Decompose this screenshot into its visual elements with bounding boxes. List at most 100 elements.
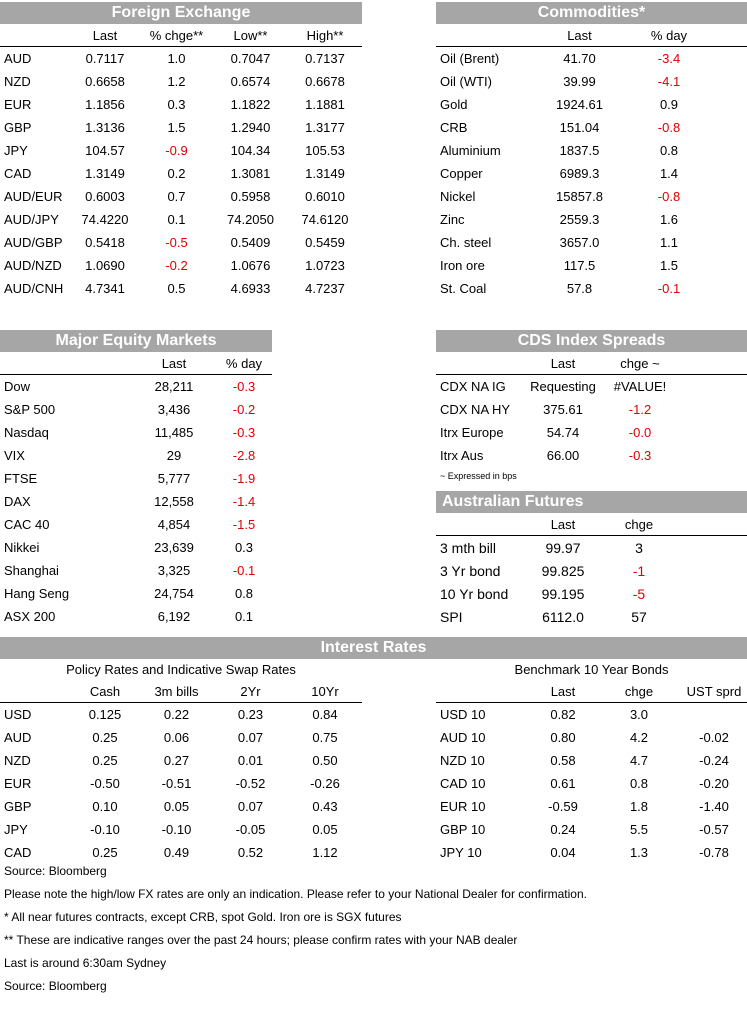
cell-value: 23,639: [154, 540, 194, 555]
cell-value: -1.40: [699, 799, 729, 814]
table-row: CAC 40 4,854 -1.5: [0, 513, 272, 536]
table-row: Oil (Brent) 41.70 -3.4: [436, 47, 747, 71]
column-header: chge: [624, 516, 654, 532]
row-label: 3 Yr bond: [440, 562, 501, 579]
cell-value: 0.49: [163, 845, 190, 860]
row-label: Gold: [440, 97, 468, 112]
table-row: EUR 1.1856 0.3 1.1822 1.1881: [0, 93, 362, 116]
row-label: AUD/CNH: [4, 281, 64, 296]
row-label: AUD/NZD: [4, 258, 62, 273]
cell-value: 0.5: [167, 281, 186, 296]
futures-table: Last chge 3 mth bill 99.97 3 3 Yr bond 99.825…: [436, 513, 747, 628]
cell-value: -1.2: [628, 402, 652, 417]
row-label: JPY 10: [440, 845, 482, 860]
cell-spacer: [683, 444, 747, 467]
cell-spacer: [711, 116, 747, 139]
cell-value: 0.7047: [230, 51, 271, 66]
cell-value: 1.1: [659, 235, 679, 250]
table-row: DAX 12,558 -1.4: [0, 490, 272, 513]
cell-value: 0.6658: [85, 74, 125, 89]
row-label: GBP: [4, 799, 32, 814]
row-label: AUD: [4, 51, 32, 66]
cell-value: 0.50: [312, 753, 338, 768]
table-row: St. Coal 57.8 -0.1: [436, 277, 747, 300]
column-header: 10Yr: [311, 683, 339, 699]
fx-table: Last% chge** Low** High** AUD 0.7117 1.0 0.70…: [0, 24, 362, 300]
table-row: CDX NA HY 375.61 -1.2: [436, 398, 747, 421]
column-header: % day: [225, 355, 263, 371]
row-label: St. Coal: [440, 281, 487, 296]
cell-value: 0.07: [237, 730, 264, 745]
table-row: Ch. steel 3657.0 1.1: [436, 231, 747, 254]
cell-value: 66.00: [546, 448, 580, 463]
note-source-1: Source: Bloomberg: [4, 864, 107, 878]
cell-value: -0.10: [161, 822, 192, 837]
row-label: CDX NA HY: [440, 402, 511, 417]
column-header: chge: [624, 683, 654, 699]
row-label: CRB: [440, 120, 468, 135]
cell-value: -0.78: [699, 845, 729, 860]
column-header: [0, 352, 132, 375]
cell-value: -0.2: [165, 258, 188, 273]
table-row: VIX 29 -2.8: [0, 444, 272, 467]
cds-title: CDS Index Spreads: [436, 330, 747, 352]
row-label: JPY: [4, 143, 28, 158]
table-row: Oil (WTI) 39.99 -4.1: [436, 70, 747, 93]
table-row: EUR 10 -0.59 1.8 -1.40: [436, 795, 747, 818]
row-label: Iron ore: [440, 258, 485, 273]
table-row: 3 Yr bond 99.825 -1: [436, 559, 747, 582]
cell-value: 28,211: [154, 379, 194, 394]
cell-value: 1.3177: [305, 120, 345, 135]
fx-panel: Foreign Exchange Last % chge** Low** High**…: [0, 2, 362, 300]
table-row: USD 10 0.82 3.0: [436, 703, 747, 727]
cell-value: -0.57: [699, 822, 729, 837]
cell-value: 105.53: [305, 143, 345, 158]
table-row: EUR -0.50 -0.51 -0.52 -0.26: [0, 772, 362, 795]
cell-value: -3.4: [657, 51, 681, 66]
row-label: GBP 10: [440, 822, 486, 837]
row-label: NZD 10: [440, 753, 485, 768]
cell-value: 0.25: [92, 730, 118, 745]
cell-value: 0.7137: [305, 51, 345, 66]
row-label: 3 mth bill: [440, 539, 497, 556]
note-source-2: Source: Bloomberg: [4, 979, 107, 993]
cell-value: 74.2050: [227, 212, 274, 227]
table-row: Shanghai 3,325 -0.1: [0, 559, 272, 582]
row-label: SPI: [440, 608, 463, 625]
table-row: Copper 6989.3 1.4: [436, 162, 747, 185]
cell-value: -0.59: [548, 799, 578, 814]
column-spacer: [711, 24, 747, 47]
row-label: Hang Seng: [4, 586, 70, 601]
table-row: JPY -0.10 -0.10 -0.05 0.05: [0, 818, 362, 841]
cell-value: 0.7117: [85, 51, 125, 66]
cell-value: 4.2: [629, 730, 649, 745]
cell-value: -0.50: [90, 776, 120, 791]
row-label: Itrx Europe: [440, 425, 504, 440]
cell-spacer: [711, 162, 747, 185]
cell-value: 0.22: [163, 707, 190, 722]
column-header: Low**: [233, 27, 268, 43]
cell-value: 0.8: [659, 143, 679, 158]
cell-value: 74.6120: [301, 212, 349, 227]
cell-value: 1.3081: [230, 166, 271, 181]
table-row: JPY 104.57 -0.9 104.34 105.53: [0, 139, 362, 162]
bonds-panel: Benchmark 10 Year Bonds Last chge UST sprd…: [436, 660, 747, 864]
cell-value: 15857.8: [556, 189, 603, 204]
cell-spacer: [711, 277, 747, 300]
cell-value: -0.3: [628, 448, 652, 463]
table-row: Itrx Europe 54.74 -0.0: [436, 421, 747, 444]
column-spacer: [683, 352, 747, 375]
cell-value: 1.3149: [305, 166, 345, 181]
table-row: AUD/NZD 1.0690 -0.2 1.0676 1.0723: [0, 254, 362, 277]
row-label: NZD: [4, 74, 31, 89]
cell-value: -1.4: [232, 494, 256, 509]
cell-value: 1.3: [629, 845, 649, 860]
table-row: Nickel 15857.8 -0.8: [436, 185, 747, 208]
header-row: Cash 3m bills 2Yr 10Yr: [0, 680, 362, 703]
cell-value: 4,854: [157, 517, 191, 532]
row-label: Zinc: [440, 212, 465, 227]
cell-value: 0.3: [167, 97, 186, 112]
table-row: USD 0.125 0.22 0.23 0.84: [0, 703, 362, 727]
note-ranges: ** These are indicative ranges over the …: [4, 933, 518, 947]
cell-spacer: [711, 254, 747, 277]
